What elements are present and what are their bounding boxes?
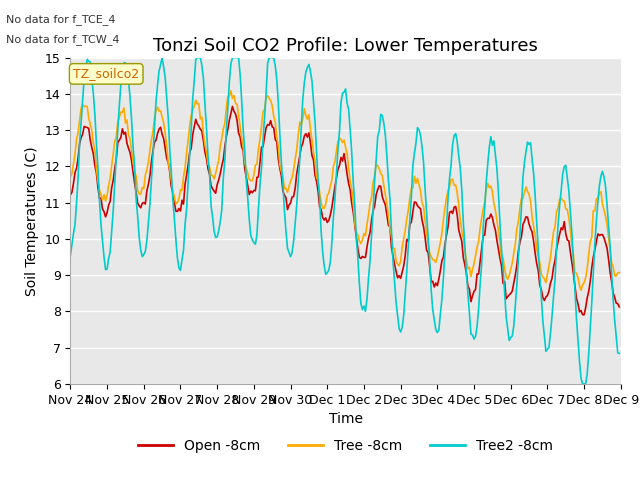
Line: Tree -8cm: Tree -8cm (70, 91, 620, 290)
Tree2 -8cm (67, 252, 74, 258)
Line: Tree2 -8cm: Tree2 -8cm (70, 58, 620, 384)
Tree2 -8cm (134, 213, 141, 219)
Tree2 -8cm (308, 78, 316, 84)
Tree -8cm (67, 174, 74, 180)
Text: TZ_soilco2: TZ_soilco2 (73, 67, 140, 80)
Y-axis label: Soil Temperatures (C): Soil Temperatures (C) (25, 146, 39, 296)
Tree -8cm (134, 188, 141, 193)
Tree2 -8cm (232, 55, 239, 60)
Tree -8cm (308, 137, 316, 143)
Open -8cm (580, 312, 588, 318)
Tree -8cm (250, 172, 258, 178)
Text: No data for f_TCE_4: No data for f_TCE_4 (6, 14, 116, 25)
Tree2 -8cm (250, 240, 258, 246)
Tree -8cm (227, 88, 235, 94)
X-axis label: Time: Time (328, 412, 363, 426)
Open -8cm (67, 192, 74, 198)
Tree -8cm (577, 288, 585, 293)
Open -8cm (134, 200, 141, 206)
Open -8cm (308, 153, 316, 158)
Open -8cm (228, 104, 236, 109)
Open -8cm (616, 304, 623, 310)
Legend: Open -8cm, Tree -8cm, Tree2 -8cm: Open -8cm, Tree -8cm, Tree2 -8cm (132, 433, 559, 459)
Open -8cm (232, 111, 239, 117)
Tree -8cm (259, 108, 267, 114)
Tree -8cm (616, 270, 623, 276)
Tree -8cm (588, 235, 596, 240)
Tree2 -8cm (579, 381, 586, 387)
Title: Tonzi Soil CO2 Profile: Lower Temperatures: Tonzi Soil CO2 Profile: Lower Temperatur… (153, 36, 538, 55)
Tree -8cm (232, 100, 239, 106)
Tree2 -8cm (259, 137, 267, 143)
Line: Open -8cm: Open -8cm (70, 107, 620, 315)
Tree2 -8cm (616, 350, 623, 356)
Tree2 -8cm (158, 55, 166, 60)
Text: No data for f_TCW_4: No data for f_TCW_4 (6, 34, 120, 45)
Tree2 -8cm (588, 300, 596, 306)
Open -8cm (250, 188, 258, 193)
Open -8cm (259, 144, 267, 150)
Open -8cm (588, 265, 596, 271)
